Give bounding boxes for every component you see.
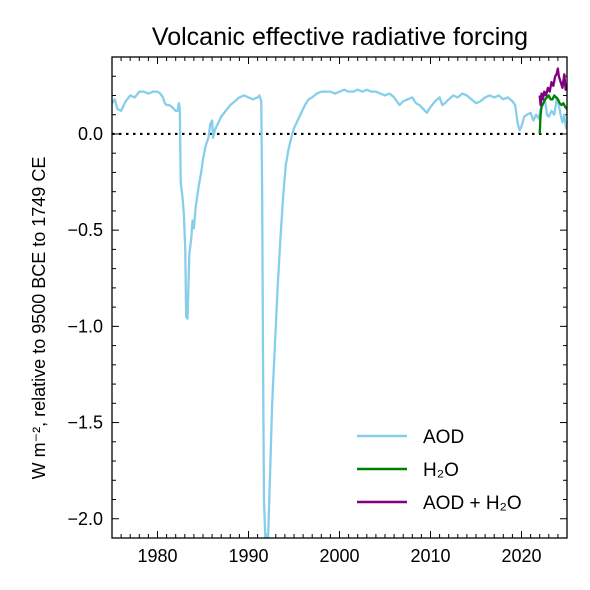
- x-tick-label: 2020: [501, 546, 541, 566]
- y-axis-label: W m⁻², relative to 9500 BCE to 1749 CE: [29, 157, 49, 480]
- legend-label: AOD: [423, 427, 464, 448]
- series-line-aod: [112, 90, 567, 538]
- chart-title: Volcanic effective radiative forcing: [152, 23, 528, 51]
- legend-label: AOD + H₂O: [423, 493, 522, 514]
- y-tick-label: −1.0: [67, 316, 103, 336]
- legend: AOD H₂O AOD + H₂O: [357, 427, 522, 514]
- y-tick-label: −1.5: [67, 413, 103, 433]
- legend-label: H₂O: [423, 460, 459, 481]
- y-tick-label: −0.5: [67, 220, 103, 240]
- x-tick-label: 2010: [410, 546, 450, 566]
- x-tick-label: 1980: [137, 546, 177, 566]
- x-tick-label: 2000: [319, 546, 359, 566]
- y-tick-label: 0.0: [78, 124, 103, 144]
- x-tick-label: 1990: [228, 546, 268, 566]
- plot-area: 1980 1990 2000 2010 2020 0.0 −0.5 −1.0 −1.5 −2.0: [67, 57, 567, 566]
- y-tick-label: −2.0: [67, 509, 103, 529]
